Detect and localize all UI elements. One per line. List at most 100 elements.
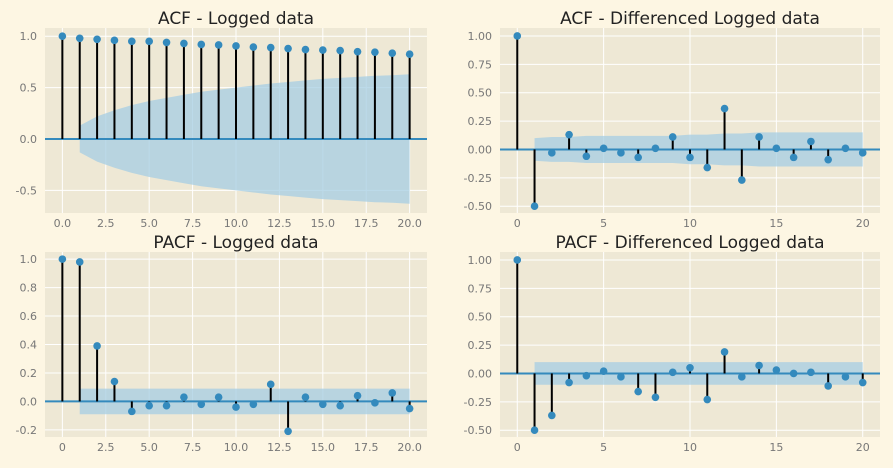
data-point xyxy=(371,48,379,56)
y-tick-label: 0.50 xyxy=(468,87,493,100)
x-tick-label: 5 xyxy=(600,441,607,454)
data-point xyxy=(755,361,763,370)
y-tick-label: 0.8 xyxy=(20,282,38,295)
data-point xyxy=(93,342,101,350)
x-tick-label: 15 xyxy=(769,441,783,454)
x-tick-label: 5 xyxy=(600,217,607,230)
y-tick-label: -0.50 xyxy=(464,424,492,437)
x-tick-label: 0 xyxy=(514,441,521,454)
x-tick-label: 15 xyxy=(769,217,783,230)
x-tick-label: 10.0 xyxy=(224,217,249,230)
data-point xyxy=(336,401,344,410)
data-point xyxy=(388,49,397,57)
data-point xyxy=(197,40,206,49)
y-tick-label: 0.0 xyxy=(20,395,38,408)
data-point xyxy=(371,399,379,407)
data-point xyxy=(145,37,153,46)
x-tick-label: 10 xyxy=(683,217,697,230)
x-tick-label: 17.5 xyxy=(354,217,379,230)
data-point xyxy=(565,130,573,139)
data-point xyxy=(565,378,573,387)
data-point xyxy=(617,373,625,381)
data-point xyxy=(336,46,344,55)
y-tick-label: 0.50 xyxy=(468,311,493,324)
x-tick-label: 15.0 xyxy=(311,217,336,230)
chart-title: ACF - Differenced Logged data xyxy=(560,9,820,29)
data-point xyxy=(668,368,677,377)
data-point xyxy=(232,403,240,411)
data-point xyxy=(301,393,310,401)
data-point xyxy=(686,153,694,162)
x-tick-label: 12.5 xyxy=(267,441,292,454)
data-point xyxy=(128,37,136,46)
data-point xyxy=(703,163,712,172)
y-tick-label: 0.75 xyxy=(468,282,493,295)
data-point xyxy=(824,155,832,164)
data-point xyxy=(214,393,223,401)
data-point xyxy=(651,393,660,402)
data-point xyxy=(858,378,867,387)
data-point xyxy=(197,400,206,409)
data-point xyxy=(110,377,119,386)
x-tick-label: 20.0 xyxy=(397,217,422,230)
data-point xyxy=(284,427,292,436)
data-point xyxy=(162,401,171,410)
data-point xyxy=(405,404,414,413)
data-point xyxy=(738,176,746,184)
data-point xyxy=(668,133,677,141)
x-tick-label: 7.5 xyxy=(184,217,202,230)
y-tick-label: 0.2 xyxy=(20,367,38,380)
data-point xyxy=(755,133,763,141)
x-tick-label: 20 xyxy=(856,217,870,230)
y-tick-label: -0.25 xyxy=(464,172,492,185)
data-point xyxy=(180,39,188,48)
data-point xyxy=(634,387,642,396)
x-tick-label: 5.0 xyxy=(140,441,158,454)
y-tick-label: 0.0 xyxy=(20,133,38,146)
chart-acf-differenced-logged: 1.00 0.75 0.50 0.25 0.00 -0.25 -0.50 0 5 10 15 20 AC… xyxy=(464,9,880,230)
data-point xyxy=(807,368,815,377)
data-point xyxy=(319,400,327,409)
data-point xyxy=(353,47,362,56)
data-point xyxy=(599,144,608,153)
data-point xyxy=(319,46,327,54)
data-point xyxy=(513,256,522,264)
data-point xyxy=(548,149,556,157)
data-point xyxy=(807,137,815,146)
y-tick-label: 0.75 xyxy=(468,58,493,71)
data-point xyxy=(617,149,625,157)
data-point xyxy=(388,389,397,397)
data-point xyxy=(582,371,591,380)
y-tick-label: -0.5 xyxy=(16,184,37,197)
y-tick-label: 1.0 xyxy=(20,30,38,43)
data-point xyxy=(162,38,171,47)
y-tick-label: 0.5 xyxy=(20,82,38,95)
data-point xyxy=(738,373,746,381)
data-point xyxy=(266,380,275,389)
data-point xyxy=(720,104,729,113)
data-point xyxy=(266,43,275,52)
data-point xyxy=(772,366,781,374)
data-point xyxy=(145,401,153,410)
y-tick-label: 1.00 xyxy=(468,254,493,267)
x-tick-label: 10.0 xyxy=(224,441,249,454)
data-point xyxy=(513,32,522,40)
data-point xyxy=(651,144,660,153)
x-tick-label: 2.5 xyxy=(97,441,115,454)
x-tick-label: 17.5 xyxy=(354,441,379,454)
y-tick-label: 1.0 xyxy=(20,253,38,266)
x-tick-label: 7.5 xyxy=(184,441,202,454)
data-point xyxy=(703,395,712,404)
y-tick-label: 1.00 xyxy=(468,30,493,43)
data-point xyxy=(301,45,310,54)
data-point xyxy=(249,400,258,409)
data-point xyxy=(75,258,84,266)
data-point xyxy=(58,255,67,263)
x-tick-label: 2.5 xyxy=(97,217,115,230)
chart-pacf-differenced-logged: 1.00 0.75 0.50 0.25 0.00 -0.25 -0.50 0 5 10 15 20 PA… xyxy=(464,233,880,454)
x-tick-label: 12.5 xyxy=(267,217,292,230)
y-tick-label: -0.25 xyxy=(464,396,492,409)
y-tick-label: -0.2 xyxy=(16,424,37,437)
data-point xyxy=(789,153,798,162)
x-tick-label: 0.0 xyxy=(54,217,72,230)
